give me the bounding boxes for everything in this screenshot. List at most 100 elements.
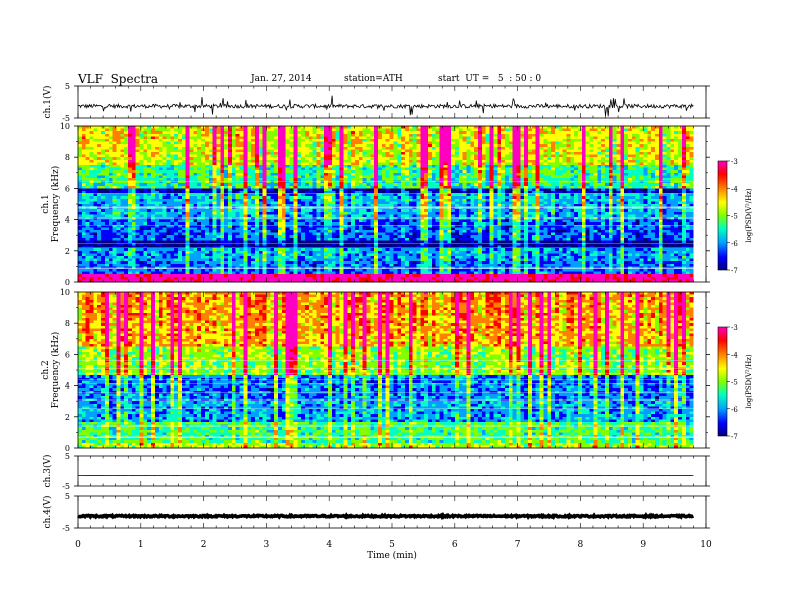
- spectrogram-cell: [382, 142, 386, 145]
- spectrogram-cell: [528, 155, 532, 158]
- spectrogram-cell: [147, 136, 151, 139]
- spectrogram-cell: [301, 144, 305, 147]
- spectrogram-cell: [147, 129, 151, 132]
- spectrogram-cell: [647, 134, 651, 137]
- spectrogram-cell: [224, 155, 228, 158]
- spectrogram-cell: [328, 129, 332, 132]
- spectrogram-cell: [78, 142, 82, 145]
- spectrogram-cell: [432, 155, 436, 158]
- spectrogram-cell: [205, 142, 209, 145]
- spectrogram-cell: [355, 126, 359, 129]
- spectrogram-cell: [286, 139, 290, 142]
- spectrogram-cell: [543, 139, 547, 142]
- spectrogram-cell: [386, 144, 390, 147]
- spectrogram-cell: [501, 155, 505, 158]
- spectrogram-cell: [663, 126, 667, 129]
- spectrogram-cell: [190, 136, 194, 139]
- spectrogram-cell: [316, 142, 320, 145]
- spectrogram-cell: [197, 149, 201, 152]
- spectrogram-cell: [220, 142, 224, 145]
- spectrogram-cell: [486, 142, 490, 145]
- spectrogram-cell: [182, 142, 186, 145]
- spectrogram-cell: [305, 152, 309, 155]
- spectrogram-cell: [374, 134, 378, 137]
- spectrogram-cell: [455, 157, 459, 160]
- spectrogram-cell: [563, 134, 567, 137]
- spectrogram-cell: [605, 149, 609, 152]
- spectrogram-cell: [170, 157, 174, 160]
- spectrogram-cell: [436, 142, 440, 145]
- spectrogram-cell: [274, 144, 278, 147]
- spectrogram-cell: [536, 142, 540, 145]
- spectrogram-cell: [386, 136, 390, 139]
- spectrogram-cell: [205, 139, 209, 142]
- spectrogram-cell: [397, 136, 401, 139]
- spectrogram-cell: [209, 147, 213, 150]
- spectrogram-cell: [543, 129, 547, 132]
- spectrogram-cell: [243, 144, 247, 147]
- spectrogram-cell: [467, 131, 471, 134]
- spectrogram-cell: [647, 155, 651, 158]
- spectrogram-cell: [182, 136, 186, 139]
- spectrogram-cell: [278, 129, 282, 132]
- spectrogram-cell: [432, 149, 436, 152]
- spectrogram-cell: [613, 136, 617, 139]
- spectrogram-cell: [551, 147, 555, 150]
- spectrogram-cell: [597, 139, 601, 142]
- spectrogram-cell: [420, 126, 424, 129]
- spectrogram-cell: [201, 155, 205, 158]
- spectrogram-cell: [501, 126, 505, 129]
- spectrogram-cell: [551, 157, 555, 160]
- spectrogram-cell: [240, 129, 244, 132]
- spectrogram-cell: [259, 126, 263, 129]
- spectrogram-cell: [447, 149, 451, 152]
- spectrogram-cell: [270, 126, 274, 129]
- spectrogram-cell: [540, 136, 544, 139]
- spectrogram-cell: [105, 152, 109, 155]
- spectrogram-cell: [90, 147, 94, 150]
- spectrogram-cell: [424, 126, 428, 129]
- spectrogram-cell: [186, 149, 190, 152]
- spectrogram-cell: [351, 149, 355, 152]
- spectrogram-cell: [682, 136, 686, 139]
- spectrogram-cell: [116, 144, 120, 147]
- spectrogram-cell: [578, 152, 582, 155]
- spectrogram-cell: [278, 139, 282, 142]
- spectrogram-cell: [251, 142, 255, 145]
- spectrogram-cell: [290, 157, 294, 160]
- spectrogram-cell: [170, 144, 174, 147]
- spectrogram-cell: [520, 149, 524, 152]
- spectrogram-cell: [405, 149, 409, 152]
- spectrogram-cell: [282, 134, 286, 137]
- spectrogram-cell: [186, 129, 190, 132]
- spectrogram-cell: [547, 136, 551, 139]
- spectrogram-cell: [674, 147, 678, 150]
- spectrogram-cell: [517, 129, 521, 132]
- spectrogram-cell: [213, 147, 217, 150]
- spectrogram-cell: [186, 157, 190, 160]
- spectrogram-cell: [216, 152, 220, 155]
- spectrogram-cell: [670, 147, 674, 150]
- spectrogram-cell: [374, 131, 378, 134]
- spectrogram-cell: [536, 131, 540, 134]
- spectrogram-cell: [455, 152, 459, 155]
- spectrogram-cell: [674, 152, 678, 155]
- spectrogram-cell: [490, 134, 494, 137]
- spectrogram-cell: [216, 139, 220, 142]
- spectrogram-cell: [105, 136, 109, 139]
- spectrogram-cell: [143, 152, 147, 155]
- spectrogram-cell: [178, 136, 182, 139]
- spectrogram-cell: [266, 139, 270, 142]
- spectrogram-cell: [563, 149, 567, 152]
- spectrogram-cell: [532, 149, 536, 152]
- spectrogram-cell: [328, 126, 332, 129]
- spectrogram-cell: [428, 142, 432, 145]
- spectrogram-cell: [570, 142, 574, 145]
- spectrogram-cell: [86, 152, 90, 155]
- spectrogram-cell: [363, 126, 367, 129]
- spectrogram-cell: [409, 139, 413, 142]
- spectrogram-cell: [240, 126, 244, 129]
- spectrogram-cell: [224, 147, 228, 150]
- spectrogram-cell: [378, 152, 382, 155]
- spectrogram-cell: [286, 155, 290, 158]
